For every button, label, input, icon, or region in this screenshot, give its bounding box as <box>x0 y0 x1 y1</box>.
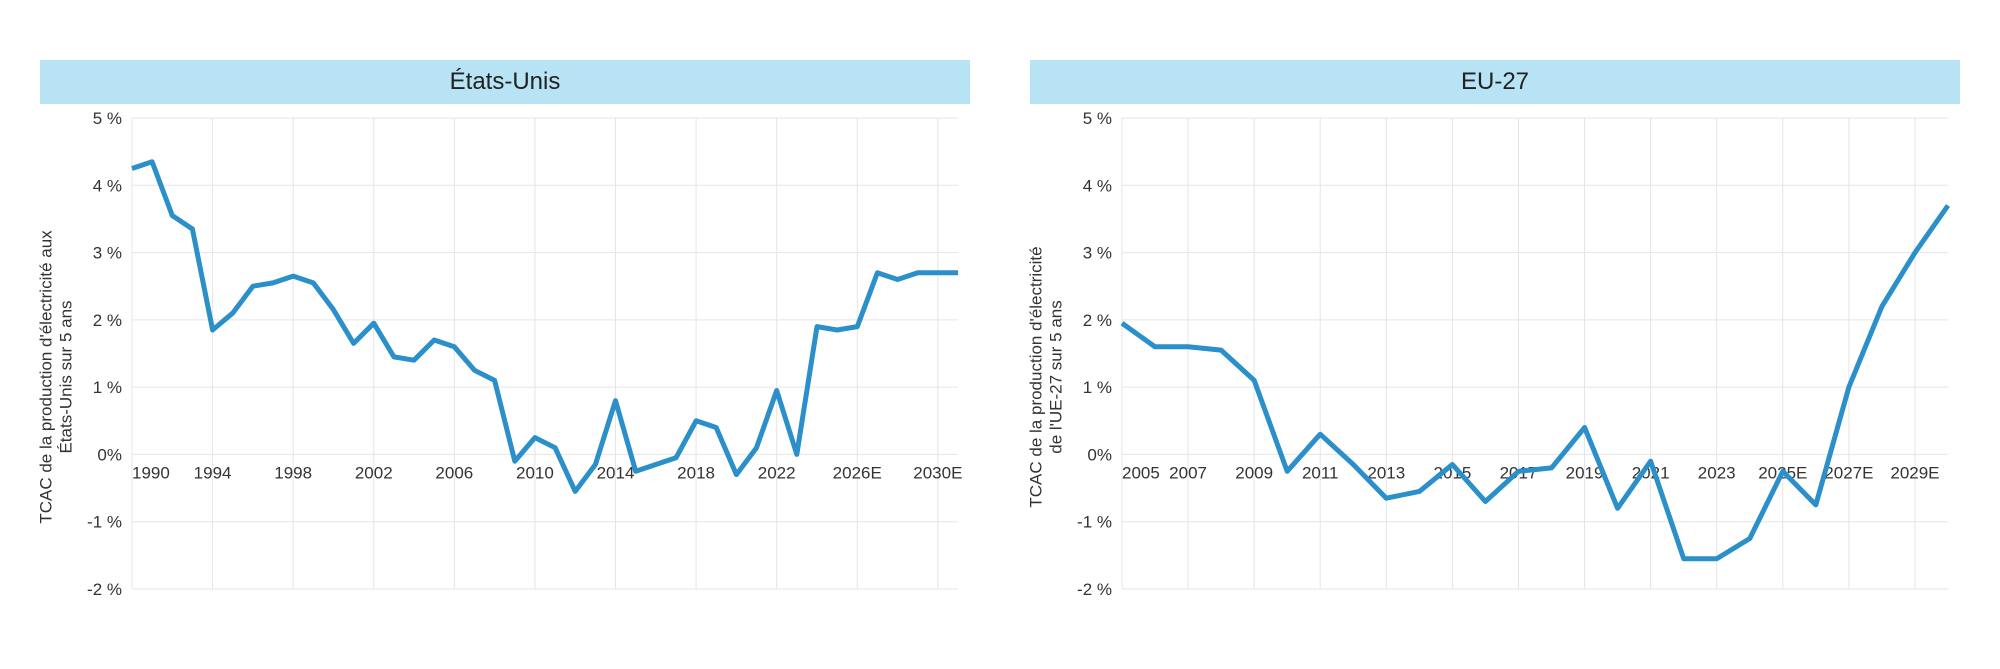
y-tick-label: 3 % <box>1083 244 1112 263</box>
y-tick-label: 5 % <box>1083 109 1112 128</box>
x-tick-label: 2026E <box>833 463 882 482</box>
x-tick-label: 1990 <box>132 463 170 482</box>
chart-zone-us: TCAC de la production d'électricité auxÉ… <box>40 104 970 649</box>
y-tick-label: 1 % <box>93 378 122 397</box>
x-tick-label: 1994 <box>194 463 232 482</box>
x-tick-label: 2013 <box>1367 463 1405 482</box>
y-tick-label: 4 % <box>93 176 122 195</box>
x-tick-label: 2005 <box>1122 463 1160 482</box>
plot-us: -2 % -1 % 0% 1 % 2 % 3 % 4 % 5 % 1990 1994 1998 200… <box>74 104 970 649</box>
panel-title-eu: EU-27 <box>1030 60 1960 104</box>
y-tick-label: 0% <box>97 445 122 464</box>
x-tick-label: 2030E <box>913 463 962 482</box>
chart-zone-eu: TCAC de la production d'électricitéde l'… <box>1030 104 1960 649</box>
x-tick-label: 2010 <box>516 463 554 482</box>
x-tick-label: 2006 <box>435 463 473 482</box>
y-tick-label: 5 % <box>93 109 122 128</box>
y-tick-label: 4 % <box>1083 176 1112 195</box>
panel-eu: EU-27 TCAC de la production d'électricit… <box>1030 60 1960 649</box>
ylabel-wrap-us: TCAC de la production d'électricité auxÉ… <box>40 104 74 649</box>
panel-title-us: États-Unis <box>40 60 970 104</box>
x-tick-label: 2011 <box>1302 463 1339 482</box>
x-tick-label: 2009 <box>1235 463 1273 482</box>
x-tick-label: 1998 <box>274 463 312 482</box>
x-tick-label: 2022 <box>758 463 796 482</box>
x-tick-label: 2023 <box>1698 463 1736 482</box>
x-tick-label: 2014 <box>597 463 635 482</box>
plot-eu: -2 % -1 % 0% 1 % 2 % 3 % 4 % 5 % 2005 2007 2009 201… <box>1064 104 1960 649</box>
panels-container: États-Unis TCAC de la production d'élect… <box>0 0 2000 669</box>
y-tick-label: 3 % <box>93 244 122 263</box>
y-tick-label: -1 % <box>1077 513 1112 532</box>
chart-svg-eu: -2 % -1 % 0% 1 % 2 % 3 % 4 % 5 % 2005 2007 2009 201… <box>1064 104 1960 649</box>
y-tick-label: -2 % <box>1077 580 1112 599</box>
y-tick-label: 0% <box>1087 445 1112 464</box>
ylabel-us: TCAC de la production d'électricité auxÉ… <box>37 230 77 523</box>
series-line-us <box>132 162 958 492</box>
y-tick-label: 1 % <box>1083 378 1112 397</box>
x-tick-label: 2029E <box>1890 463 1939 482</box>
chart-svg-us: -2 % -1 % 0% 1 % 2 % 3 % 4 % 5 % 1990 1994 1998 200… <box>74 104 970 649</box>
y-tick-label: -1 % <box>87 513 122 532</box>
x-tick-label: 2002 <box>355 463 393 482</box>
y-tick-label: 2 % <box>1083 311 1112 330</box>
y-tick-label: 2 % <box>93 311 122 330</box>
x-tick-label: 2018 <box>677 463 715 482</box>
y-tick-label: -2 % <box>87 580 122 599</box>
x-tick-label: 2027E <box>1824 463 1873 482</box>
series-line-eu <box>1122 206 1948 559</box>
panel-us: États-Unis TCAC de la production d'élect… <box>40 60 970 649</box>
x-tick-label: 2007 <box>1169 463 1207 482</box>
ylabel-eu: TCAC de la production d'électricitéde l'… <box>1027 246 1067 507</box>
ylabel-wrap-eu: TCAC de la production d'électricitéde l'… <box>1030 104 1064 649</box>
